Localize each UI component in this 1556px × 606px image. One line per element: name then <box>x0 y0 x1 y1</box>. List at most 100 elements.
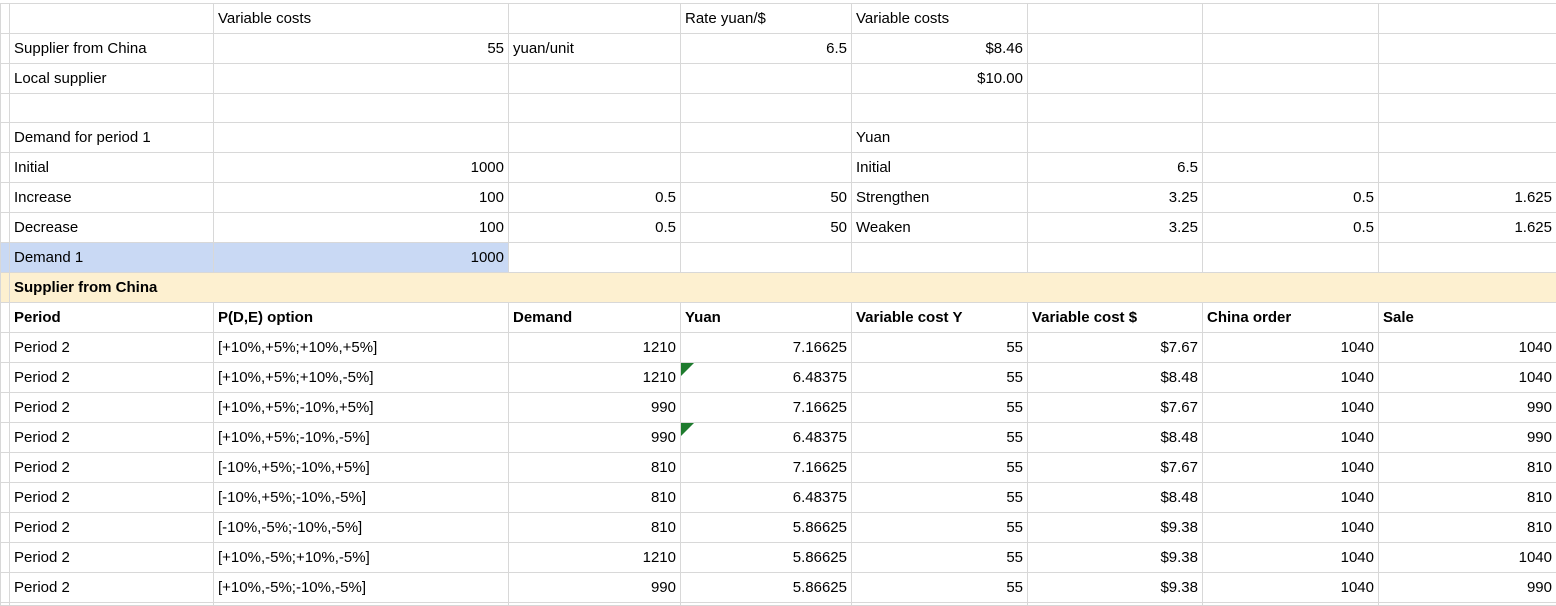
cell[interactable] <box>0 93 10 123</box>
cell[interactable] <box>0 212 10 243</box>
cell[interactable]: Initial <box>9 152 214 183</box>
cell[interactable] <box>1202 242 1379 273</box>
cell[interactable] <box>680 122 852 153</box>
cell[interactable]: 6.48375 <box>680 362 852 393</box>
cell[interactable]: [-10%,+5%;-10%,+5%] <box>213 452 509 483</box>
cell[interactable]: $9.38 <box>1027 542 1203 573</box>
cell[interactable]: 1000 <box>213 242 509 273</box>
cell[interactable] <box>508 602 681 606</box>
cell[interactable]: 55 <box>851 572 1028 603</box>
cell[interactable] <box>508 3 681 34</box>
cell[interactable]: 6.48375 <box>680 422 852 453</box>
cell[interactable]: P(D,E) option <box>213 302 509 333</box>
cell[interactable] <box>0 242 10 273</box>
cell[interactable]: 55 <box>851 332 1028 363</box>
cell[interactable]: 0.5 <box>1202 212 1379 243</box>
cell[interactable] <box>213 93 509 123</box>
cell[interactable]: 55 <box>851 362 1028 393</box>
cell[interactable]: 7.16625 <box>680 332 852 363</box>
cell[interactable] <box>0 452 10 483</box>
cell[interactable]: 3.25 <box>1027 212 1203 243</box>
cell[interactable]: 1210 <box>508 542 681 573</box>
cell[interactable] <box>1027 122 1203 153</box>
cell[interactable] <box>1378 152 1556 183</box>
cell[interactable]: 810 <box>1378 452 1556 483</box>
cell[interactable] <box>851 93 1028 123</box>
cell[interactable]: Period 2 <box>9 512 214 543</box>
cell[interactable]: 1.625 <box>1378 182 1556 213</box>
cell[interactable]: 5.86625 <box>680 572 852 603</box>
cell[interactable]: 1210 <box>508 332 681 363</box>
cell[interactable] <box>0 302 10 333</box>
cell[interactable]: 810 <box>508 452 681 483</box>
cell[interactable]: 1.625 <box>1378 212 1556 243</box>
cell[interactable]: 50 <box>680 212 852 243</box>
cell[interactable] <box>0 512 10 543</box>
cell[interactable]: 810 <box>508 482 681 513</box>
cell[interactable]: 100 <box>213 212 509 243</box>
cell[interactable]: 0.5 <box>508 182 681 213</box>
cell[interactable]: 990 <box>1378 422 1556 453</box>
cell[interactable]: Sale <box>1378 302 1556 333</box>
cell[interactable]: 7.16625 <box>680 452 852 483</box>
cell[interactable]: Rate yuan/$ <box>680 3 852 34</box>
cell[interactable]: Increase <box>9 182 214 213</box>
cell[interactable] <box>1027 63 1203 94</box>
cell[interactable] <box>508 63 681 94</box>
cell[interactable]: Variable costs <box>851 3 1028 34</box>
cell[interactable]: 1210 <box>508 362 681 393</box>
cell[interactable] <box>508 152 681 183</box>
cell[interactable] <box>0 332 10 363</box>
cell[interactable] <box>1378 242 1556 273</box>
cell[interactable]: 7.16625 <box>680 392 852 423</box>
cell[interactable] <box>680 93 852 123</box>
cell[interactable]: 0.5 <box>1202 182 1379 213</box>
cell[interactable]: 990 <box>508 392 681 423</box>
cell[interactable]: Decrease <box>9 212 214 243</box>
cell[interactable] <box>9 602 214 606</box>
cell[interactable]: Period 2 <box>9 542 214 573</box>
cell[interactable] <box>1378 63 1556 94</box>
cell[interactable]: Yuan <box>680 302 852 333</box>
cell[interactable]: Period 2 <box>9 362 214 393</box>
cell[interactable]: $10.00 <box>851 63 1028 94</box>
cell[interactable]: Local supplier <box>9 63 214 94</box>
cell[interactable]: 1040 <box>1202 422 1379 453</box>
cell[interactable]: 1040 <box>1378 362 1556 393</box>
cell[interactable]: Supplier from China <box>9 33 214 64</box>
cell[interactable] <box>1202 122 1379 153</box>
cell[interactable]: $8.48 <box>1027 422 1203 453</box>
cell[interactable]: Demand 1 <box>9 242 214 273</box>
cell[interactable]: Period 2 <box>9 452 214 483</box>
cell[interactable] <box>1378 93 1556 123</box>
cell[interactable] <box>0 33 10 64</box>
cell[interactable]: 55 <box>851 482 1028 513</box>
cell[interactable] <box>0 152 10 183</box>
cell[interactable]: 1040 <box>1202 572 1379 603</box>
cell[interactable] <box>508 93 681 123</box>
cell[interactable] <box>1202 93 1379 123</box>
cell[interactable]: 1040 <box>1202 542 1379 573</box>
cell[interactable]: 50 <box>680 182 852 213</box>
cell[interactable] <box>508 122 681 153</box>
cell[interactable]: Demand <box>508 302 681 333</box>
cell[interactable]: 1040 <box>1202 482 1379 513</box>
cell[interactable]: 6.5 <box>680 33 852 64</box>
cell[interactable]: [+10%,-5%;+10%,-5%] <box>213 542 509 573</box>
cell[interactable]: 990 <box>1378 392 1556 423</box>
cell[interactable]: China order <box>1202 302 1379 333</box>
cell[interactable] <box>0 602 10 606</box>
cell[interactable] <box>680 152 852 183</box>
cell[interactable] <box>0 422 10 453</box>
cell[interactable]: 55 <box>851 422 1028 453</box>
cell[interactable] <box>213 63 509 94</box>
cell[interactable] <box>0 182 10 213</box>
cell[interactable] <box>680 602 852 606</box>
cell[interactable]: 0.5 <box>508 212 681 243</box>
cell[interactable]: [+10%,+5%;-10%,+5%] <box>213 392 509 423</box>
cell[interactable]: yuan/unit <box>508 33 681 64</box>
cell[interactable] <box>1378 602 1556 606</box>
cell[interactable] <box>1378 33 1556 64</box>
cell[interactable]: Variable cost Y <box>851 302 1028 333</box>
cell[interactable] <box>0 3 10 34</box>
